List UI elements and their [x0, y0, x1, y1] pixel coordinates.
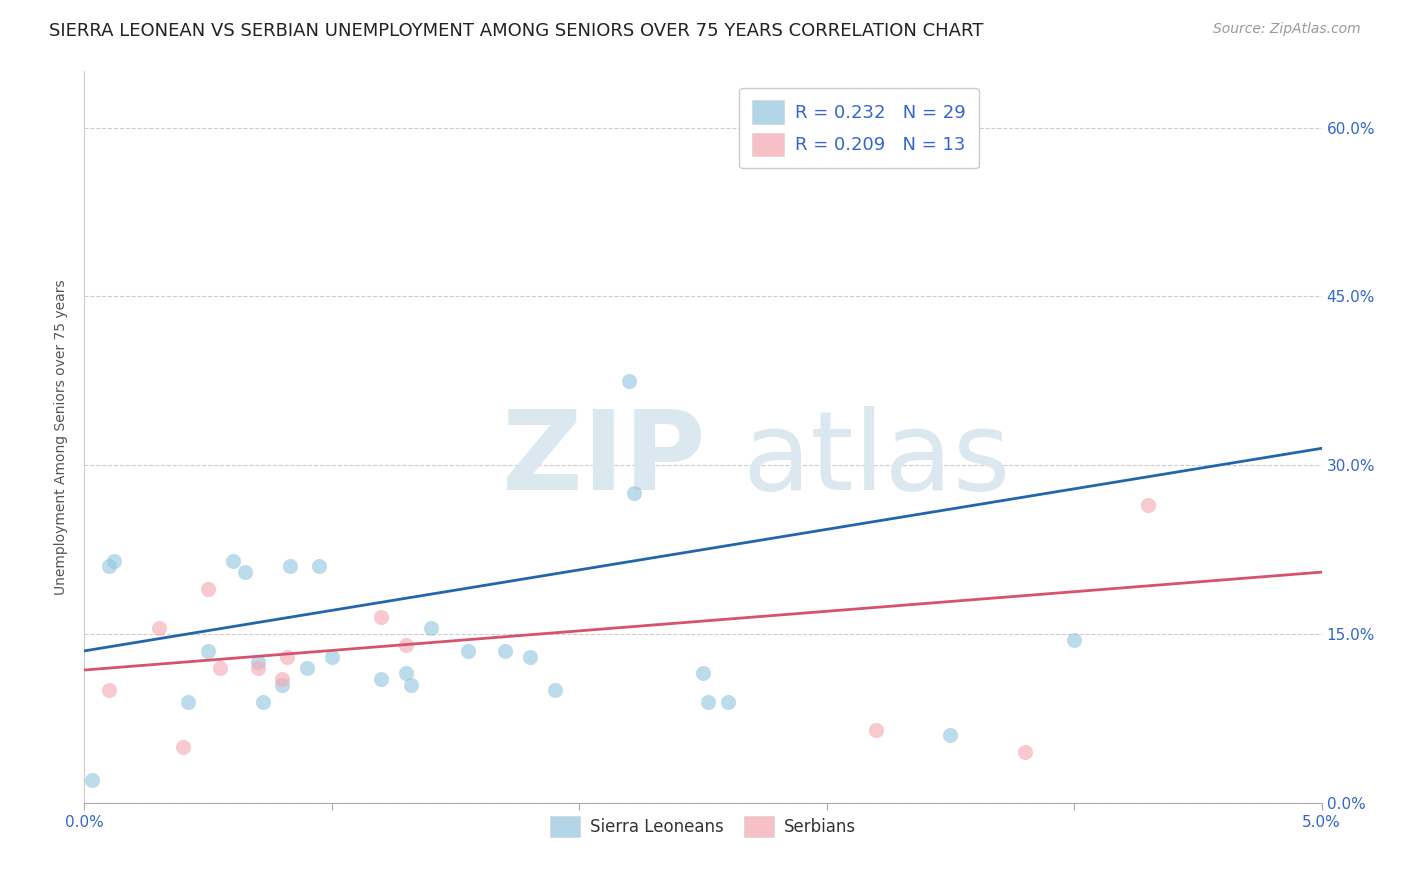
Point: [98, 559, 121, 574]
Point: [697, 694, 720, 708]
Point: [276, 649, 298, 664]
Text: atlas: atlas: [742, 406, 1011, 513]
Point: [209, 661, 232, 675]
Point: [103, 554, 125, 568]
Point: [222, 554, 245, 568]
Point: [717, 694, 740, 708]
Point: [278, 559, 301, 574]
Point: [321, 649, 343, 664]
Point: [308, 559, 330, 574]
Point: [295, 661, 318, 675]
Text: Source: ZipAtlas.com: Source: ZipAtlas.com: [1213, 22, 1361, 37]
Point: [370, 610, 392, 624]
Point: [543, 683, 565, 698]
Point: [419, 621, 441, 635]
Point: [233, 565, 256, 579]
Point: [1063, 632, 1085, 647]
Point: [494, 644, 516, 658]
Point: [399, 678, 422, 692]
Point: [623, 486, 645, 500]
Point: [617, 374, 640, 388]
Point: [252, 694, 274, 708]
Point: [939, 728, 962, 742]
Point: [197, 582, 219, 596]
Point: [148, 621, 170, 635]
Point: [370, 672, 392, 686]
Point: [519, 649, 541, 664]
Point: [1137, 498, 1160, 512]
Y-axis label: Unemployment Among Seniors over 75 years: Unemployment Among Seniors over 75 years: [55, 279, 69, 595]
Point: [395, 638, 418, 652]
Point: [692, 666, 714, 681]
Point: [246, 655, 269, 669]
Point: [172, 739, 194, 754]
Legend: Sierra Leoneans, Serbians: Sierra Leoneans, Serbians: [541, 807, 865, 846]
Point: [457, 644, 479, 658]
Point: [98, 683, 121, 698]
Point: [865, 723, 887, 737]
Text: SIERRA LEONEAN VS SERBIAN UNEMPLOYMENT AMONG SENIORS OVER 75 YEARS CORRELATION C: SIERRA LEONEAN VS SERBIAN UNEMPLOYMENT A…: [49, 22, 984, 40]
Text: ZIP: ZIP: [502, 406, 706, 513]
Point: [197, 644, 219, 658]
Point: [271, 672, 294, 686]
Point: [271, 678, 294, 692]
Point: [80, 773, 103, 788]
Point: [246, 661, 269, 675]
Point: [395, 666, 418, 681]
Point: [177, 694, 200, 708]
Point: [1014, 745, 1036, 759]
